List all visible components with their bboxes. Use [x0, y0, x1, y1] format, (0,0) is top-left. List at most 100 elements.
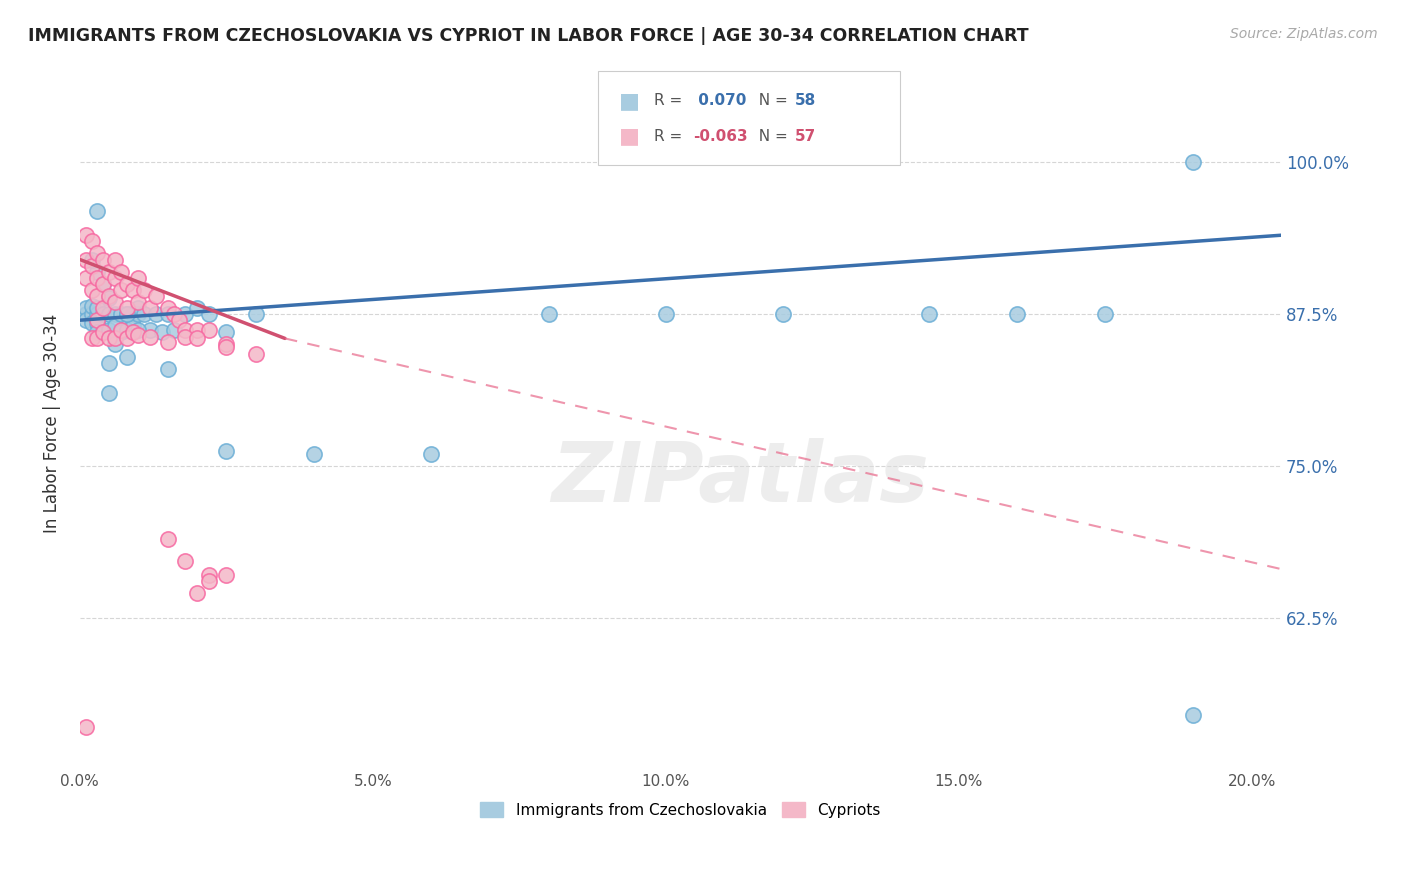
Point	[162, 323, 184, 337]
Point	[110, 265, 132, 279]
Point	[86, 316, 108, 330]
Point	[139, 330, 162, 344]
Text: N =: N =	[749, 94, 793, 108]
Point	[75, 270, 97, 285]
Text: N =: N =	[749, 129, 793, 144]
Point	[215, 444, 238, 458]
Point	[115, 277, 138, 291]
Point	[215, 340, 238, 354]
Point	[918, 307, 941, 321]
Point	[75, 313, 97, 327]
Point	[139, 323, 162, 337]
Point	[98, 331, 121, 345]
Point	[104, 319, 127, 334]
Point	[80, 259, 103, 273]
Text: 58: 58	[794, 94, 815, 108]
Point	[121, 283, 143, 297]
Text: R =: R =	[654, 94, 688, 108]
Point	[86, 270, 108, 285]
Text: ZIPatlas: ZIPatlas	[551, 438, 929, 519]
Point	[174, 323, 197, 337]
Point	[197, 574, 219, 589]
Point	[121, 319, 143, 334]
Point	[115, 307, 138, 321]
Point	[245, 307, 267, 321]
Point	[91, 307, 114, 321]
Point	[86, 313, 108, 327]
Point	[215, 568, 238, 582]
Text: ■: ■	[619, 127, 640, 146]
Point	[127, 327, 149, 342]
Point	[145, 307, 167, 321]
Point	[127, 323, 149, 337]
Point	[80, 299, 103, 313]
Point	[91, 301, 114, 315]
Text: 0.070: 0.070	[693, 94, 747, 108]
Point	[245, 347, 267, 361]
Point	[86, 203, 108, 218]
Point	[104, 270, 127, 285]
Point	[91, 277, 114, 291]
Point	[104, 252, 127, 267]
Point	[420, 447, 443, 461]
Point	[134, 307, 156, 321]
Point	[174, 553, 197, 567]
Point	[215, 326, 238, 340]
Point	[86, 331, 108, 345]
Point	[104, 331, 127, 345]
Y-axis label: In Labor Force | Age 30-34: In Labor Force | Age 30-34	[44, 314, 60, 533]
Point	[80, 252, 103, 267]
Point	[197, 323, 219, 337]
Point	[104, 337, 127, 351]
Point	[186, 323, 208, 337]
Point	[197, 568, 219, 582]
Point	[110, 323, 132, 337]
Point	[115, 323, 138, 337]
Point	[186, 301, 208, 315]
Point	[186, 586, 208, 600]
Point	[98, 289, 121, 303]
Point	[80, 283, 103, 297]
Point	[215, 337, 238, 351]
Point	[75, 720, 97, 734]
Point	[91, 277, 114, 291]
Point	[91, 326, 114, 340]
Point	[1007, 307, 1029, 321]
Point	[86, 289, 108, 303]
Point	[91, 252, 114, 267]
Point	[1094, 307, 1116, 321]
Point	[156, 301, 179, 315]
Point	[127, 270, 149, 285]
Point	[127, 301, 149, 315]
Point	[98, 265, 121, 279]
Text: R =: R =	[654, 129, 688, 144]
Point	[80, 331, 103, 345]
Point	[772, 307, 794, 321]
Text: ■: ■	[619, 91, 640, 111]
Point	[302, 447, 325, 461]
Point	[98, 323, 121, 337]
Point	[86, 265, 108, 279]
Legend: Immigrants from Czechoslovakia, Cypriots: Immigrants from Czechoslovakia, Cypriots	[474, 796, 887, 824]
Point	[115, 350, 138, 364]
Point	[655, 307, 678, 321]
Point	[86, 246, 108, 260]
Point	[1182, 707, 1205, 722]
Point	[75, 307, 97, 321]
Point	[86, 307, 108, 321]
Point	[91, 326, 114, 340]
Point	[127, 295, 149, 310]
Text: 57: 57	[794, 129, 815, 144]
Point	[80, 307, 103, 321]
Point	[145, 289, 167, 303]
Point	[134, 283, 156, 297]
Point	[156, 307, 179, 321]
Point	[1182, 155, 1205, 169]
Point	[156, 334, 179, 349]
Point	[174, 307, 197, 321]
Point	[197, 307, 219, 321]
Point	[115, 301, 138, 315]
Point	[80, 316, 103, 330]
Point	[86, 326, 108, 340]
Point	[98, 386, 121, 401]
